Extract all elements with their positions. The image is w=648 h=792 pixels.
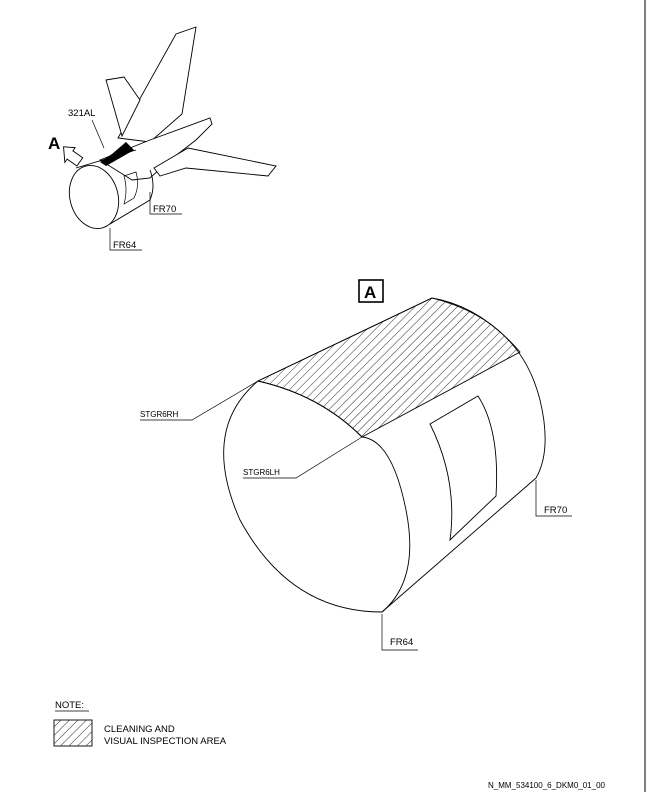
vertical-fin [117, 26, 197, 143]
legend-line-2: VISUAL INSPECTION AREA [104, 736, 227, 747]
frame-aft-small: FR70 [153, 204, 176, 215]
view-label-box [358, 279, 384, 303]
view-label-detail: A [364, 283, 376, 302]
inspection-area-hatched [256, 297, 521, 438]
cylinder-bottom-edge [381, 477, 537, 613]
fin-fairing [105, 76, 141, 138]
aircraft-tail-view: A 321AL FR70 FR64 [48, 26, 277, 251]
view-label-small: A [48, 134, 60, 153]
door-cutout [429, 395, 498, 542]
fuselage-section-small [68, 165, 120, 229]
legend-hatch-swatch [53, 719, 93, 747]
detail-view-a: A STGR6RH STGR6LH FR70 FR64 [140, 279, 572, 651]
legend: NOTE: CLEANING AND VISUAL INSPECTION ARE… [53, 700, 227, 747]
fuselage-aft [99, 117, 213, 181]
horizontal-stabilizer [153, 147, 277, 177]
frame-fwd-detail: FR64 [390, 637, 413, 648]
door-small [123, 171, 138, 205]
legend-heading: NOTE: [55, 700, 84, 711]
view-arrow-icon [63, 146, 84, 167]
stringer-rh-label: STGR6RH [140, 410, 178, 419]
frame-fwd-small: FR64 [113, 240, 136, 251]
inspection-area-small [100, 142, 134, 166]
zone-label: 321AL [68, 108, 95, 119]
footer-reference: N_MM_534100_6_DKM0_01_00 [488, 781, 606, 790]
frame-aft-detail: FR70 [544, 505, 567, 516]
legend-line-1: CLEANING AND [104, 724, 175, 735]
stringer-lh-label: STGR6LH [243, 468, 280, 477]
